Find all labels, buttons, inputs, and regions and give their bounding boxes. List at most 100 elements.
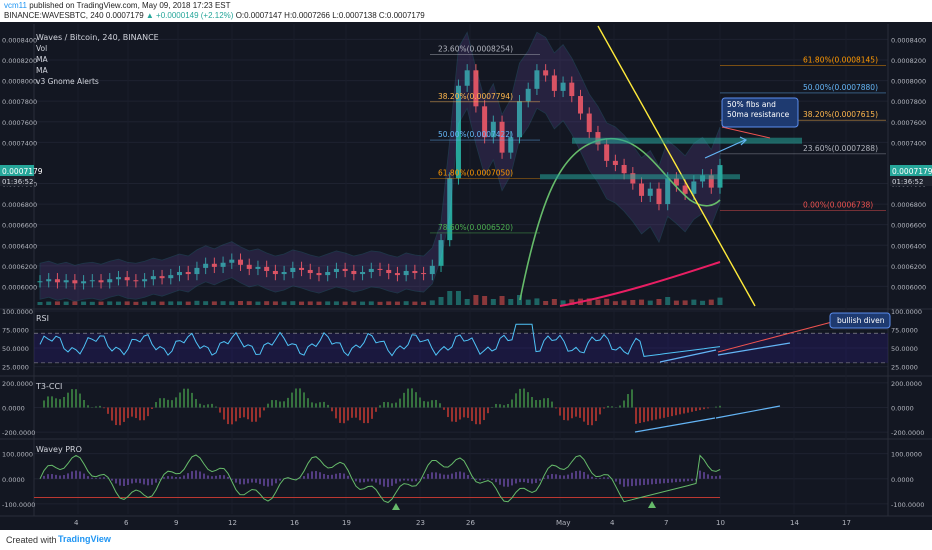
y-tick-left: 0.0006600 xyxy=(2,222,37,230)
author-link[interactable]: vcm11 xyxy=(4,1,27,10)
legend-title: Waves / Bitcoin, 240, BINANCE xyxy=(36,33,159,42)
publish-header: vcm11 published on TradingView.com, May … xyxy=(0,0,932,22)
volume-bar xyxy=(272,301,278,305)
candle xyxy=(98,280,104,283)
y-tick-right: 0.0006800 xyxy=(891,201,926,209)
candle xyxy=(133,280,139,282)
last-price-tag-text: 0.0007179 xyxy=(2,167,43,176)
rsi-projection-arrow xyxy=(717,342,791,356)
y-tick-right: 0.0006000 xyxy=(891,283,926,291)
price-pane[interactable] xyxy=(37,25,803,307)
legend-ma-1: MA xyxy=(36,55,48,64)
volume-bar xyxy=(691,299,697,305)
volume-bar xyxy=(586,298,592,305)
axes: 0.0008400 0.0008400 0.0008200 0.0008200 0.00… xyxy=(2,36,926,527)
volume-bar xyxy=(604,298,610,305)
volume-bar xyxy=(54,301,60,305)
y-tick-left: 0.0000 xyxy=(2,405,25,413)
cci-pane[interactable] xyxy=(40,388,781,433)
y-tick-left: 0.0006000 xyxy=(2,283,37,291)
candle xyxy=(482,106,488,138)
volume-bar xyxy=(299,301,305,305)
candle xyxy=(150,276,156,280)
candle xyxy=(656,188,662,205)
volume-bar xyxy=(316,301,322,305)
chart-legend: Waves / Bitcoin, 240, BINANCE Vol MA MA … xyxy=(36,33,159,86)
y-tick-right: 0.0007400 xyxy=(891,139,926,147)
candle xyxy=(534,70,540,89)
x-tick-label: 23 xyxy=(416,519,425,527)
y-tick-left: 0.0000 xyxy=(2,476,25,484)
symbol-text: BINANCE:WAVESBTC, 240 xyxy=(4,11,104,20)
fib-label-left: 38.20%(0.0007794) xyxy=(438,92,513,101)
cci-title: T3-CCI xyxy=(35,382,62,391)
candle xyxy=(412,270,418,274)
y-tick-left: 25.0000 xyxy=(2,364,29,372)
x-tick-label: 26 xyxy=(466,519,475,527)
volume-bar xyxy=(115,301,121,305)
divergence-callout[interactable]: bullish diven xyxy=(829,312,891,329)
candle xyxy=(272,270,278,275)
candle xyxy=(211,263,217,267)
volume-bar xyxy=(499,296,505,305)
fib-levels: 23.60%(0.0008254) 38.20%(0.0007794) 50.00%… xyxy=(430,44,886,234)
candle xyxy=(46,279,52,282)
candle xyxy=(508,137,514,153)
tradingview-logo[interactable]: TradingView xyxy=(58,534,111,544)
volume-bar xyxy=(176,301,182,305)
x-tick-label: 14 xyxy=(790,519,799,527)
x-tick-label: 9 xyxy=(174,519,178,527)
y-tick-left: -100.0000 xyxy=(2,501,35,509)
up-arrow-icon: ▲ xyxy=(145,11,154,20)
candle xyxy=(342,268,348,271)
y-tick-right: -100.0000 xyxy=(891,501,924,509)
published-text: published on TradingView.com, May 09, 20… xyxy=(29,1,231,10)
volume-bar xyxy=(534,298,540,305)
y-tick-left: 100.0000 xyxy=(2,451,33,459)
volume-bar xyxy=(647,300,653,305)
x-tick-label: 4 xyxy=(74,519,79,527)
candle xyxy=(473,70,479,107)
candle xyxy=(185,272,191,275)
candle xyxy=(673,178,679,186)
y-tick-left: 0.0007600 xyxy=(2,119,37,127)
volume-bar xyxy=(455,291,461,305)
candle xyxy=(438,240,444,266)
volume-bar xyxy=(133,301,139,305)
volume-bar xyxy=(238,301,244,305)
wavey-buy-marker xyxy=(392,503,400,510)
candle xyxy=(639,183,645,196)
annotation-box[interactable]: 50% fibs and 50ma resistance xyxy=(721,97,799,128)
volume-bar xyxy=(464,299,470,305)
candle xyxy=(264,266,270,271)
fib-label-right: 50.00%(0.0007880) xyxy=(803,83,878,92)
volume-bar xyxy=(150,301,156,305)
y-tick-right: 25.0000 xyxy=(891,364,918,372)
y-tick-right: 0.0006200 xyxy=(891,263,926,271)
candle xyxy=(281,272,287,275)
candle xyxy=(360,272,366,275)
volume-bar xyxy=(551,299,557,305)
candle xyxy=(525,88,531,102)
wavey-pane[interactable] xyxy=(34,454,721,510)
y-tick-right: -200.0000 xyxy=(891,429,924,437)
volume-bar xyxy=(63,301,69,305)
countdown-right: 01:36:52 xyxy=(892,178,923,186)
legend-gnome-alerts: v3 Gnome Alerts xyxy=(36,77,99,86)
rsi-pane[interactable] xyxy=(34,321,888,364)
candle xyxy=(490,121,496,138)
volume-bar xyxy=(473,295,479,305)
candle xyxy=(238,259,244,265)
volume-bar xyxy=(630,300,636,305)
y-tick-right: 100.0000 xyxy=(891,308,922,316)
volume-bar xyxy=(673,300,679,305)
volume-bar xyxy=(246,301,252,305)
fib-label-right: 61.80%(0.0008145) xyxy=(803,56,878,65)
candle xyxy=(194,267,200,275)
y-tick-left: 100.0000 xyxy=(2,308,33,316)
candle xyxy=(377,268,383,270)
wavey-title: Wavey PRO xyxy=(36,445,82,454)
candle xyxy=(708,175,714,188)
y-tick-left: 0.0006400 xyxy=(2,242,37,250)
